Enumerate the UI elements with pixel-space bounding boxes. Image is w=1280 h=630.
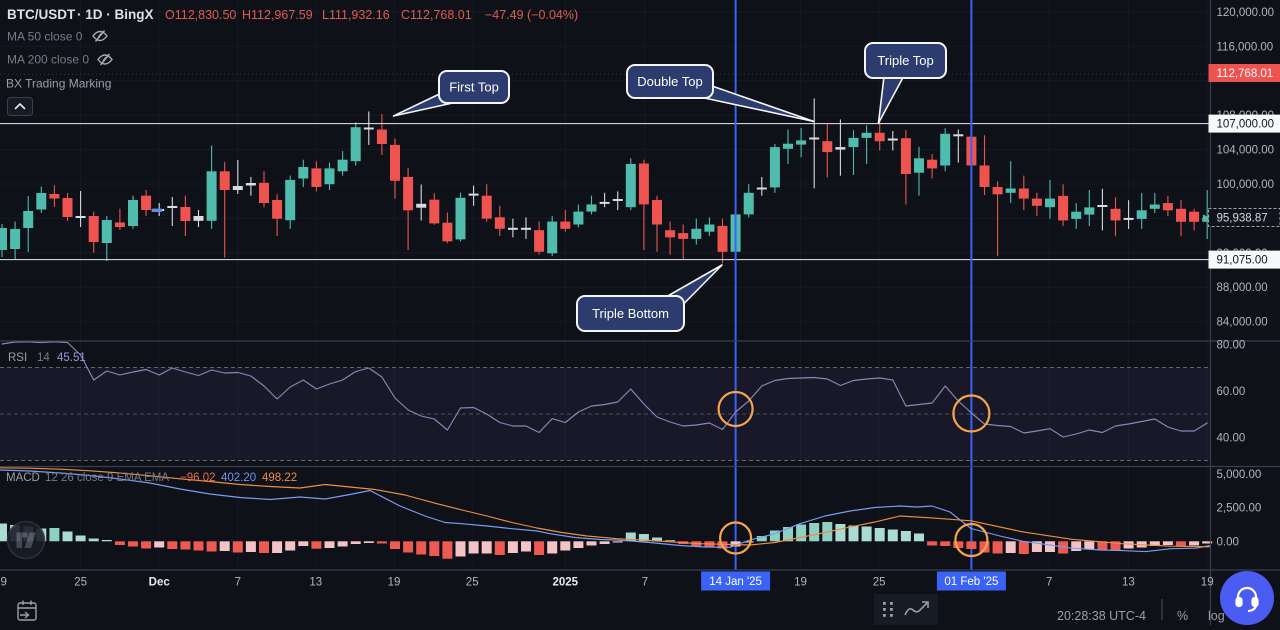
svg-text:19: 19: [0, 577, 7, 589]
svg-text:Triple Bottom: Triple Bottom: [592, 306, 669, 321]
svg-text:5,000.00: 5,000.00: [1217, 469, 1262, 481]
svg-text:120,000.00: 120,000.00: [1217, 7, 1275, 19]
svg-text:13: 13: [1122, 577, 1135, 589]
svg-text:MA 200 close 0: MA 200 close 0: [7, 53, 89, 67]
svg-text:88,000.00: 88,000.00: [1217, 282, 1268, 294]
svg-text:60.00: 60.00: [1217, 386, 1246, 398]
svg-text:19: 19: [794, 577, 807, 589]
svg-text:0.00: 0.00: [1217, 536, 1239, 548]
svg-text:%: %: [1177, 609, 1188, 623]
svg-text:14: 14: [37, 352, 50, 364]
svg-text:Triple Top: Triple Top: [877, 53, 933, 68]
svg-text:Dec: Dec: [149, 577, 171, 589]
svg-text:84,000.00: 84,000.00: [1217, 317, 1268, 329]
svg-text:20:28:38 UTC-4: 20:28:38 UTC-4: [1057, 609, 1146, 623]
svg-text:112,768.01: 112,768.01: [1217, 68, 1274, 80]
svg-text:First Top: First Top: [449, 80, 499, 95]
svg-text:104,000.00: 104,000.00: [1217, 145, 1275, 157]
svg-text:C112,768.01: C112,768.01: [401, 8, 472, 22]
svg-text:RSI: RSI: [8, 352, 27, 364]
svg-text:402.20: 402.20: [221, 472, 256, 484]
svg-text:−96.02: −96.02: [180, 472, 216, 484]
svg-text:25: 25: [873, 577, 886, 589]
svg-text:95,938.87: 95,938.87: [1217, 213, 1268, 225]
svg-text:14 Jan '25: 14 Jan '25: [709, 576, 762, 588]
svg-text:7: 7: [1046, 577, 1052, 589]
svg-text:MACD: MACD: [6, 472, 40, 484]
svg-text:MA 50 close 0: MA 50 close 0: [7, 30, 83, 44]
svg-text:40.00: 40.00: [1217, 433, 1246, 445]
svg-text:01 Feb '25: 01 Feb '25: [944, 576, 998, 588]
svg-text:25: 25: [74, 577, 87, 589]
svg-text:107,000.00: 107,000.00: [1217, 119, 1275, 131]
svg-text:91,075.00: 91,075.00: [1217, 255, 1268, 267]
svg-text:−47.49 (−0.04%): −47.49 (−0.04%): [485, 8, 578, 22]
svg-text:2,500.00: 2,500.00: [1217, 503, 1262, 515]
svg-text:H112,967.59: H112,967.59: [242, 8, 313, 22]
svg-text:25: 25: [466, 577, 479, 589]
svg-text:116,000.00: 116,000.00: [1217, 41, 1274, 53]
svg-text:498.22: 498.22: [262, 472, 297, 484]
svg-text:45.51: 45.51: [57, 352, 86, 364]
svg-text:2025: 2025: [553, 577, 579, 589]
svg-text:BX Trading Marking: BX Trading Marking: [6, 77, 111, 91]
svg-text:· 1D · BingX: · 1D · BingX: [77, 7, 154, 22]
svg-text:19: 19: [1201, 577, 1214, 589]
svg-text:log: log: [1208, 609, 1225, 623]
svg-text:O112,830.50: O112,830.50: [165, 8, 236, 22]
svg-text:7: 7: [235, 577, 241, 589]
svg-text:BTC/USDT: BTC/USDT: [7, 7, 76, 22]
svg-text:19: 19: [388, 577, 401, 589]
svg-text:7: 7: [642, 577, 648, 589]
svg-text:Double Top: Double Top: [637, 74, 703, 89]
svg-text:100,000.00: 100,000.00: [1217, 179, 1275, 191]
svg-text:80.00: 80.00: [1217, 340, 1246, 352]
svg-text:L111,932.16: L111,932.16: [322, 8, 390, 22]
svg-text:13: 13: [309, 577, 322, 589]
svg-text:12 26 close 9 EMA EMA: 12 26 close 9 EMA EMA: [45, 472, 169, 484]
